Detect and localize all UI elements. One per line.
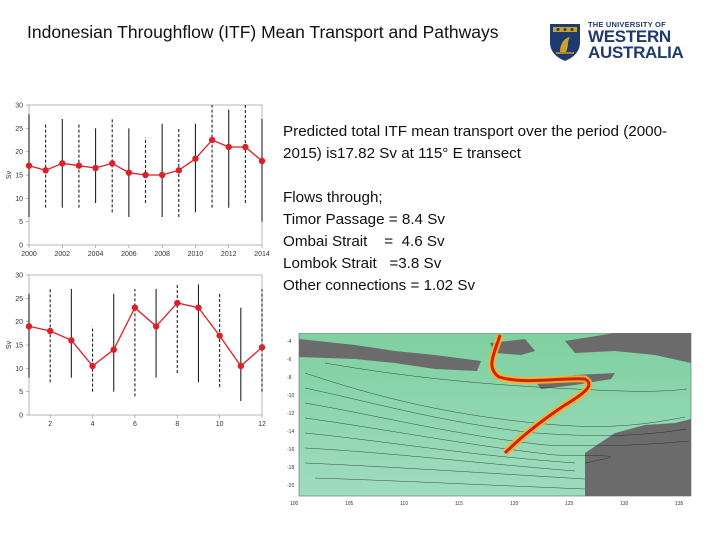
x-tick-label: 2014 [254, 251, 270, 258]
y-tick-label: 0 [19, 413, 23, 420]
land-mass [299, 339, 481, 371]
map-y-tick: -20 [287, 483, 294, 489]
data-point [208, 136, 216, 144]
y-tick-label: 30 [15, 103, 23, 110]
data-point [237, 362, 245, 370]
x-tick-label: 6 [133, 421, 137, 428]
map-x-tick: 110 [400, 501, 408, 507]
data-point [59, 160, 66, 167]
data-point [75, 162, 83, 169]
data-point [142, 171, 149, 179]
x-tick-label: 4 [91, 421, 95, 428]
flow-item: Other connections = 1.02 Sv [283, 277, 476, 294]
monthly-transport-chart: 0 5 10 15 20 25 30 2 4 6 8 10 12 Sv [6, 273, 266, 429]
flow-item: Lombok Strait =3.8 Sv [283, 255, 442, 272]
x-tick-label: 2012 [221, 251, 237, 258]
data-point [92, 164, 99, 172]
data-point [68, 337, 75, 344]
y-tick-label: 5 [19, 219, 23, 226]
data-point [25, 162, 33, 169]
data-point [131, 304, 139, 311]
itf-pathways-map: 100 105 110 115 120 125 130 135 -4 -6 -8… [287, 333, 692, 507]
plot-frame [28, 274, 263, 416]
x-tick-label: 2008 [154, 251, 170, 258]
map-x-tick: 130 [620, 501, 629, 507]
map-x-tick: 105 [345, 501, 354, 507]
y-tick-label: 20 [15, 319, 23, 326]
data-point [258, 344, 266, 351]
logo-line-1: THE UNIVERSITY OF [588, 20, 666, 29]
data-point [225, 143, 232, 151]
y-tick-label: 10 [15, 196, 23, 203]
data-point [42, 167, 49, 174]
map-y-tick: -14 [287, 429, 294, 435]
y-tick-label: 5 [19, 389, 23, 396]
x-tick-label: 8 [175, 421, 179, 428]
x-tick-label: 10 [216, 421, 224, 428]
data-point [192, 155, 199, 162]
flow-item: Ombai Strait = 4.6 Sv [283, 233, 445, 250]
y-tick-label: 20 [15, 149, 23, 156]
land-mass [565, 333, 691, 363]
annual-transport-chart: 0 5 10 15 20 25 30 2000 2002 2004 2006 2008 2010 2012… [6, 103, 270, 259]
map-y-tick: -10 [287, 393, 294, 399]
y-tick-label: 30 [15, 273, 23, 280]
y-tick-label: 25 [15, 126, 23, 133]
map-y-tick: -12 [287, 411, 294, 417]
flow-item: Timor Passage = 8.4 Sv [283, 211, 445, 228]
map-x-tick: 115 [455, 501, 463, 507]
y-tick-label: 25 [15, 296, 23, 303]
data-point [89, 362, 96, 370]
map-y-tick: -6 [287, 357, 292, 363]
map-x-tick: 120 [510, 501, 519, 507]
x-tick-label: 2 [48, 421, 52, 428]
y-axis-label: Sv [6, 340, 13, 349]
data-point [46, 327, 54, 335]
data-point [158, 171, 166, 179]
transport-summary: Predicted total ITF mean transport over … [283, 123, 668, 162]
x-tick-label: 2002 [54, 251, 70, 258]
land-mass [490, 339, 535, 355]
data-point [152, 323, 160, 330]
x-tick-label: 12 [258, 421, 266, 428]
throughflow-pathway [490, 334, 591, 455]
map-y-tick: -4 [287, 339, 292, 345]
page-title: Indonesian Throughflow (ITF) Mean Transp… [27, 22, 499, 42]
map-x-tick: 100 [290, 501, 299, 507]
y-tick-label: 15 [15, 343, 23, 350]
y-tick-label: 0 [19, 243, 23, 250]
map-tick-labels: 100 105 110 115 120 125 130 135 -4 -6 -8… [287, 339, 684, 507]
data-point [195, 304, 202, 311]
series-line [28, 302, 263, 367]
y-tick-label: 10 [15, 366, 23, 373]
crest-icon [550, 24, 580, 61]
data-point [175, 167, 182, 174]
university-logo: THE UNIVERSITY OF WESTERN AUSTRALIA [548, 20, 684, 66]
x-tick-label: 2004 [88, 251, 104, 258]
map-x-tick: 135 [675, 501, 684, 507]
data-point [109, 160, 116, 167]
x-tick-label: 2006 [121, 251, 137, 258]
data-point [174, 299, 181, 307]
x-tick-label: 2000 [21, 251, 37, 258]
data-point [258, 157, 266, 165]
y-axis-label: Sv [6, 170, 13, 179]
land-mass [585, 419, 691, 496]
logo-line-2: WESTERN [588, 27, 671, 46]
map-y-tick: -8 [287, 375, 292, 381]
data-point [25, 323, 33, 330]
logo-line-3: AUSTRALIA [588, 43, 684, 62]
map-y-tick: -18 [287, 465, 294, 471]
y-tick-label: 15 [15, 173, 23, 180]
data-point [110, 346, 117, 353]
data-point [216, 332, 223, 339]
streamlines [304, 362, 690, 490]
transport-info: Predicted total ITF mean transport over … [283, 121, 703, 297]
map-y-tick: -16 [287, 447, 294, 453]
map-x-tick: 125 [565, 501, 574, 507]
x-tick-label: 2010 [188, 251, 204, 258]
data-point [242, 143, 249, 151]
flows-heading: Flows through; [283, 189, 383, 206]
data-point [125, 169, 133, 176]
